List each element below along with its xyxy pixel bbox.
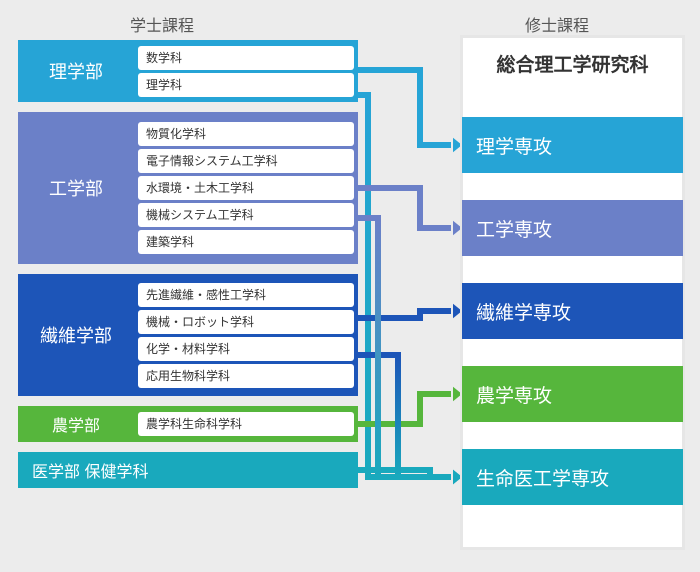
major-m-biomed: 生命医工学専攻	[462, 449, 683, 505]
department-pill: 農学科生命科学科	[138, 412, 354, 436]
major-m-agri: 農学専攻	[462, 366, 683, 422]
faculty-departments: 先進繊維・感性工学科機械・ロボット学科化学・材料学科応用生物科学科	[134, 274, 358, 396]
department-pill: 数学科	[138, 46, 354, 70]
department-pill: 機械・ロボット学科	[138, 310, 354, 334]
connector-agri-to-m-agri	[358, 394, 451, 424]
faculty-agri: 農学部農学科生命科学科	[18, 406, 358, 442]
grad-title: 総合理工学研究科	[463, 38, 682, 91]
department-pill: 建築学科	[138, 230, 354, 254]
faculty-label: 工学部	[18, 112, 134, 264]
department-pill: 機械システム工学科	[138, 203, 354, 227]
connector-engineering-to-m-eng	[358, 188, 451, 228]
faculty-departments: 農学科生命科学科	[134, 406, 358, 442]
department-pill: 先進繊維・感性工学科	[138, 283, 354, 307]
department-pill: 電子情報システム工学科	[138, 149, 354, 173]
faculty-engineering: 工学部物質化学科電子情報システム工学科水環境・土木工学科機械システム工学科建築学…	[18, 112, 358, 264]
major-m-textile: 繊維学専攻	[462, 283, 683, 339]
diagram-stage: 学士課程 修士課程 総合理工学研究科 理学部数学科理学科工学部物質化学科電子情報…	[0, 0, 700, 572]
grad-header: 修士課程	[525, 12, 589, 36]
connector-science-to-m-science	[358, 70, 451, 145]
faculty-departments: 物質化学科電子情報システム工学科水環境・土木工学科機械システム工学科建築学科	[134, 112, 358, 264]
faculty-textile: 繊維学部先進繊維・感性工学科機械・ロボット学科化学・材料学科応用生物科学科	[18, 274, 358, 396]
connector-engineering-to-m-biomed	[358, 218, 451, 477]
department-pill: 応用生物科学科	[138, 364, 354, 388]
faculty-label: 農学部	[18, 406, 134, 442]
faculty-departments: 数学科理学科	[134, 40, 358, 102]
department-pill: 物質化学科	[138, 122, 354, 146]
department-pill: 化学・材料学科	[138, 337, 354, 361]
connector-textile-to-m-biomed	[358, 355, 451, 477]
connector-textile-to-m-textile	[358, 311, 451, 318]
major-m-eng: 工学専攻	[462, 200, 683, 256]
connector-science-to-m-biomed	[358, 95, 451, 477]
undergrad-header: 学士課程	[130, 12, 194, 36]
department-pill: 水環境・土木工学科	[138, 176, 354, 200]
faculty-science: 理学部数学科理学科	[18, 40, 358, 102]
faculty-label: 繊維学部	[18, 274, 134, 396]
faculty-label: 理学部	[18, 40, 134, 102]
major-m-science: 理学専攻	[462, 117, 683, 173]
department-pill: 理学科	[138, 73, 354, 97]
faculty-label: 医学部 保健学科	[18, 452, 358, 488]
faculty-medical: 医学部 保健学科	[18, 452, 358, 488]
